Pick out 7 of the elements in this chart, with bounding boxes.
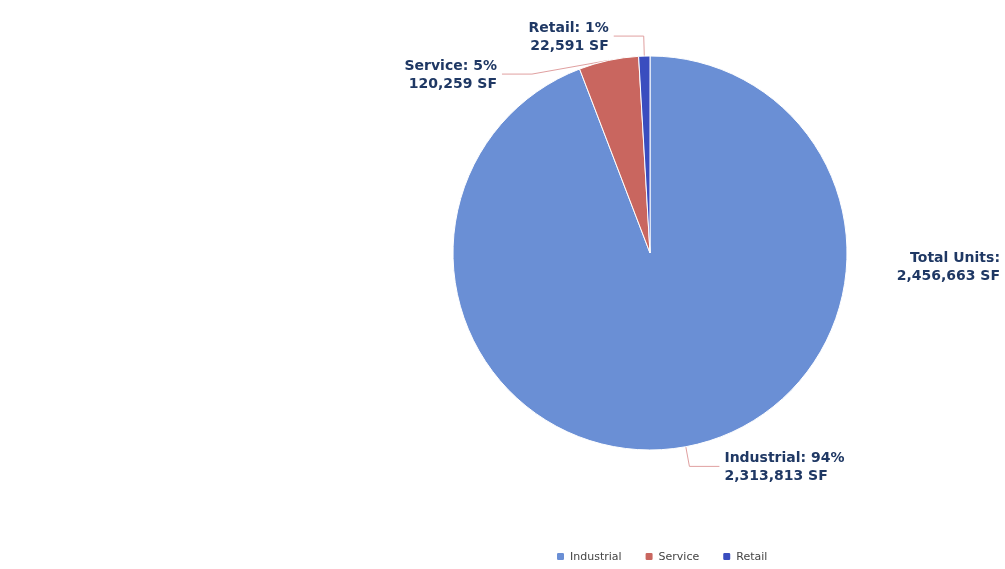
data-label: Industrial: 94% 2,313,813 SF [724, 449, 845, 484]
legend-label: Retail [736, 550, 768, 563]
legend-label: Service [658, 550, 700, 563]
legend-label: Industrial [570, 550, 622, 563]
text: Total Units: 2,456,663 SF [896, 249, 1000, 283]
data-label: Retail: 1% 22,591 SF [528, 19, 609, 54]
data-label: Service: 5% 120,259 SF [404, 57, 497, 92]
